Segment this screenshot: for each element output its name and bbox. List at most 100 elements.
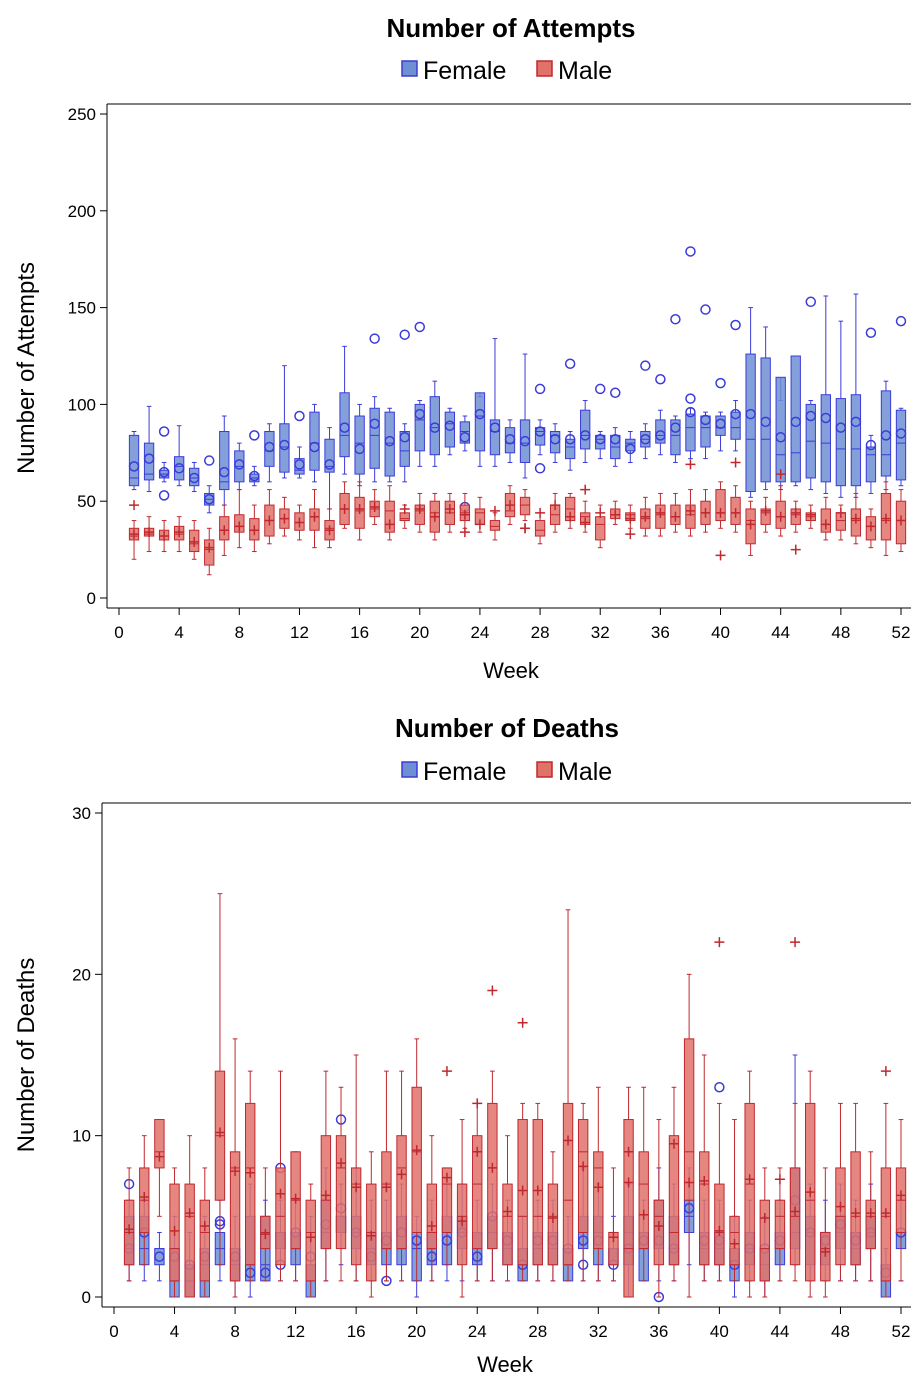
x-tick-label: 32: [591, 623, 610, 642]
male-box: [760, 1200, 769, 1281]
x-tick-label: 28: [528, 1322, 547, 1341]
female-box: [310, 412, 319, 470]
legend-female-label: Female: [423, 57, 506, 85]
x-tick-label: 44: [771, 623, 790, 642]
male-box: [775, 1200, 784, 1248]
female-box: [155, 1249, 164, 1265]
female-outlier: [536, 464, 545, 473]
female-box: [746, 354, 755, 491]
male-outlier: [791, 545, 801, 555]
male-box: [881, 1168, 890, 1281]
male-box: [548, 1184, 557, 1265]
female-box: [686, 414, 695, 451]
female-box: [220, 432, 229, 490]
deaths-y-axis-label: Number of Deaths: [13, 958, 40, 1153]
male-box: [596, 517, 605, 540]
legend-male-swatch: [537, 61, 552, 76]
y-tick-label: 200: [68, 202, 96, 221]
y-tick-label: 30: [72, 804, 91, 823]
legend-female-swatch: [402, 762, 417, 777]
x-tick-label: 20: [410, 623, 429, 642]
female-outlier: [897, 317, 906, 326]
male-outlier: [881, 1066, 891, 1076]
female-outlier: [671, 315, 680, 324]
x-tick-label: 48: [831, 623, 850, 642]
x-tick-label: 8: [230, 1322, 239, 1341]
x-tick-label: 44: [770, 1322, 789, 1341]
x-tick-label: 24: [468, 1322, 487, 1341]
legend-male-swatch: [537, 762, 552, 777]
female-box: [836, 399, 845, 486]
female-outlier: [205, 456, 214, 465]
female-outlier: [596, 384, 605, 393]
female-box: [505, 428, 514, 453]
male-box: [866, 1200, 875, 1248]
female-outlier: [295, 412, 304, 421]
female-box: [776, 377, 785, 482]
male-box: [400, 513, 409, 521]
male-mean-marker: [535, 508, 545, 518]
female-outlier: [686, 394, 695, 403]
male-box: [488, 1103, 497, 1248]
x-tick-label: 12: [286, 1322, 305, 1341]
female-outlier: [250, 431, 259, 440]
attempts-x-axis-label: Week: [483, 658, 540, 683]
legend-female-label: Female: [423, 758, 506, 786]
female-box: [896, 410, 905, 480]
y-tick-label: 0: [87, 589, 96, 608]
male-mean-marker: [490, 506, 500, 516]
male-box: [397, 1136, 406, 1249]
female-outlier: [160, 427, 169, 436]
female-outlier: [656, 375, 665, 384]
female-outlier: [686, 247, 695, 256]
male-box: [535, 521, 544, 536]
male-box: [490, 521, 499, 531]
male-box: [669, 1136, 678, 1265]
male-box: [520, 497, 529, 514]
male-box: [246, 1103, 255, 1264]
male-outlier: [472, 1098, 482, 1108]
x-tick-label: 52: [892, 623, 911, 642]
deaths-x-axis-label: Week: [477, 1352, 534, 1377]
male-outlier: [442, 1066, 452, 1076]
female-outlier: [731, 321, 740, 330]
attempts-legend: Female Male: [402, 57, 612, 85]
female-box: [821, 395, 830, 482]
female-box: [520, 420, 529, 463]
x-tick-label: 4: [170, 1322, 179, 1341]
male-outlier: [685, 459, 695, 469]
male-box: [624, 1120, 633, 1297]
y-tick-label: 250: [68, 105, 96, 124]
female-outlier: [806, 297, 815, 306]
female-outlier: [160, 491, 169, 500]
x-tick-label: 36: [649, 1322, 668, 1341]
x-tick-label: 32: [589, 1322, 608, 1341]
legend-male-label: Male: [558, 758, 612, 786]
x-tick-label: 20: [407, 1322, 426, 1341]
male-box: [563, 1103, 572, 1264]
male-outlier: [460, 527, 470, 537]
legend-male-label: Male: [558, 57, 612, 85]
y-tick-label: 20: [72, 965, 91, 984]
male-box: [684, 1039, 693, 1200]
male-outlier: [625, 529, 635, 539]
x-tick-label: 40: [710, 1322, 729, 1341]
female-outlier: [370, 334, 379, 343]
male-outlier: [518, 1018, 528, 1028]
female-box: [475, 393, 484, 451]
female-outlier: [611, 388, 620, 397]
x-tick-label: 8: [235, 623, 244, 642]
male-box: [639, 1152, 648, 1249]
male-outlier: [716, 550, 726, 560]
x-tick-label: 0: [109, 1322, 118, 1341]
x-tick-label: 40: [711, 623, 730, 642]
female-box: [851, 395, 860, 486]
female-box: [581, 410, 590, 449]
male-box: [578, 1120, 587, 1233]
female-box: [174, 457, 183, 480]
x-tick-label: 16: [347, 1322, 366, 1341]
male-outlier: [487, 985, 497, 995]
